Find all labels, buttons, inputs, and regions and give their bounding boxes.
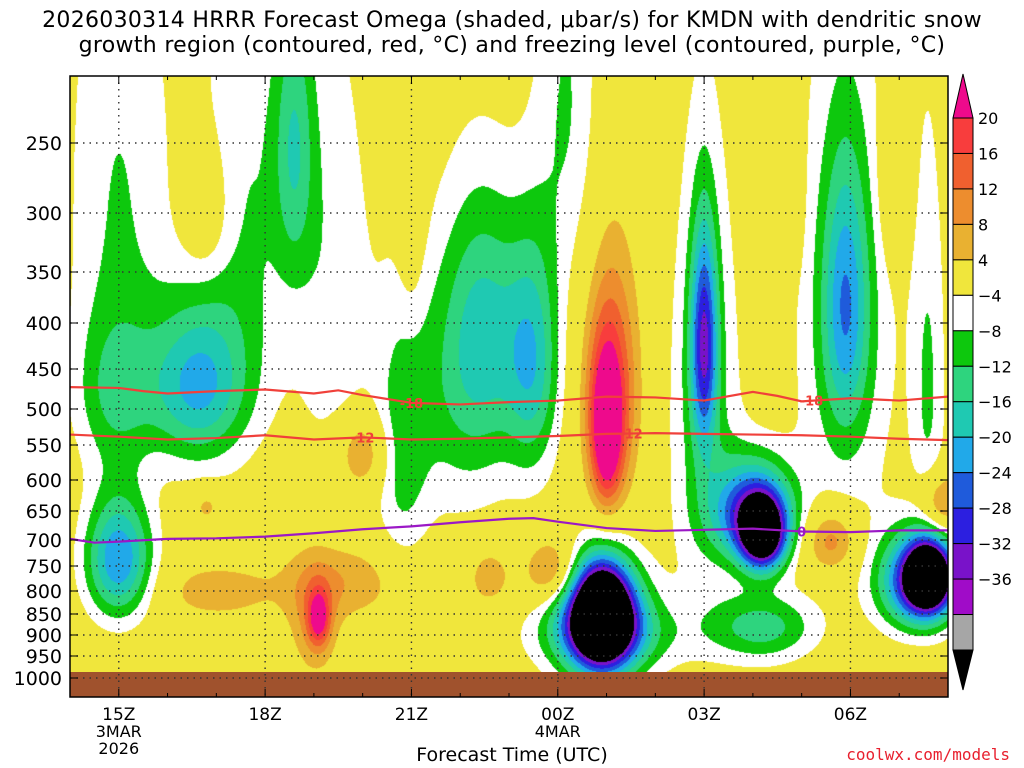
colorbar-swatch: [952, 401, 974, 438]
colorbar-cap-top: [952, 73, 974, 119]
colorbar: 20 16 12 8 4 −4 −8 −12 −16 −20 −24 −28 −32 −36: [952, 73, 1012, 691]
colorbar-label: −16: [978, 393, 1012, 412]
y-tick-label: 750: [26, 556, 62, 578]
contour-line-0: [69, 517, 948, 544]
y-tick-label: 600: [26, 470, 62, 492]
x-tick-label: 03Z: [687, 705, 720, 725]
colorbar-swatch: [952, 472, 974, 509]
contour-label: 0: [797, 526, 806, 541]
x-tick-label: 21Z: [395, 705, 428, 725]
colorbar-label: −36: [978, 570, 1012, 589]
y-tick-label: 850: [26, 604, 62, 626]
x-tick-label: 18Z: [248, 705, 281, 725]
y-tick-label: 650: [26, 501, 62, 523]
contour-line--18: [69, 386, 949, 406]
colorbar-swatch: [952, 188, 974, 225]
colorbar-swatch: [952, 259, 974, 296]
chart-title-line2: growth region (contoured, red, °C) and f…: [78, 33, 946, 58]
colorbar-label: −32: [978, 535, 1012, 554]
plot-frame: [69, 75, 949, 698]
surface-ground: [70, 672, 948, 697]
contour-label: -12: [351, 431, 375, 446]
x-tick-label: 15Z: [102, 705, 135, 725]
omega-field: [70, 76, 948, 697]
chart-title-line1: 2026030314 HRRR Forecast Omega (shaded, …: [42, 8, 982, 33]
colorbar-swatch: [952, 543, 974, 580]
colorbar-swatch: [952, 365, 974, 403]
y-tick-label: 400: [26, 313, 62, 335]
grid-lines: [69, 76, 949, 697]
colorbar-swatch: [952, 614, 974, 651]
x-axis-title: Forecast Time (UTC): [416, 744, 608, 766]
y-tick-label: 250: [26, 133, 62, 155]
x-tick-label: 00Z: [541, 705, 574, 725]
colorbar-label: −28: [978, 499, 1012, 518]
y-tick-label: 800: [26, 581, 62, 603]
colorbar-label: −20: [978, 428, 1012, 447]
colorbar-label: 20: [978, 109, 998, 128]
colorbar-swatch: [952, 152, 974, 190]
omega-shading: [70, 76, 948, 672]
colorbar-label: 8: [978, 215, 988, 234]
contour-label: -18: [400, 397, 424, 412]
temperature-contours: -18 -18 -12 -12 0: [69, 386, 949, 544]
colorbar-label: 12: [978, 180, 998, 199]
colorbar-swatch: [952, 223, 974, 261]
contour-line--12: [69, 432, 949, 442]
colorbar-swatch: [952, 507, 974, 545]
colorbar-label: 16: [978, 144, 998, 163]
x-tick-label: 3MAR: [96, 722, 142, 741]
colorbar-swatch: [952, 578, 974, 616]
y-tick-label: 550: [26, 435, 62, 457]
y-tick-label: 950: [26, 646, 62, 668]
y-tick-label: 1000: [14, 668, 62, 690]
y-tick-label: 350: [26, 262, 62, 284]
y-tick-label: 700: [26, 530, 62, 552]
colorbar-swatch: [952, 436, 974, 474]
axes: 2503003504004505005506006507007508008509…: [14, 75, 949, 758]
x-tick-label: 4MAR: [535, 722, 581, 741]
contour-label: -12: [619, 427, 643, 442]
colorbar-label: −4: [978, 286, 1002, 305]
colorbar-label: 4: [978, 251, 988, 270]
colorbar-label: −8: [978, 322, 1002, 341]
x-tick-label: 2026: [98, 739, 139, 758]
y-tick-label: 300: [26, 203, 62, 225]
colorbar-swatch: [952, 117, 974, 154]
colorbar-label: −24: [978, 464, 1012, 483]
y-tick-label: 500: [26, 399, 62, 421]
credit-text: coolwx.com/models: [846, 745, 1010, 764]
y-tick-label: 900: [26, 625, 62, 647]
x-tick-label: 06Z: [834, 705, 867, 725]
y-tick-label: 450: [26, 359, 62, 381]
colorbar-swatch: [952, 330, 974, 367]
colorbar-cap-bottom: [952, 649, 974, 691]
colorbar-label: −12: [978, 357, 1012, 376]
colorbar-swatch: [952, 294, 974, 332]
contour-label: -18: [800, 395, 824, 410]
